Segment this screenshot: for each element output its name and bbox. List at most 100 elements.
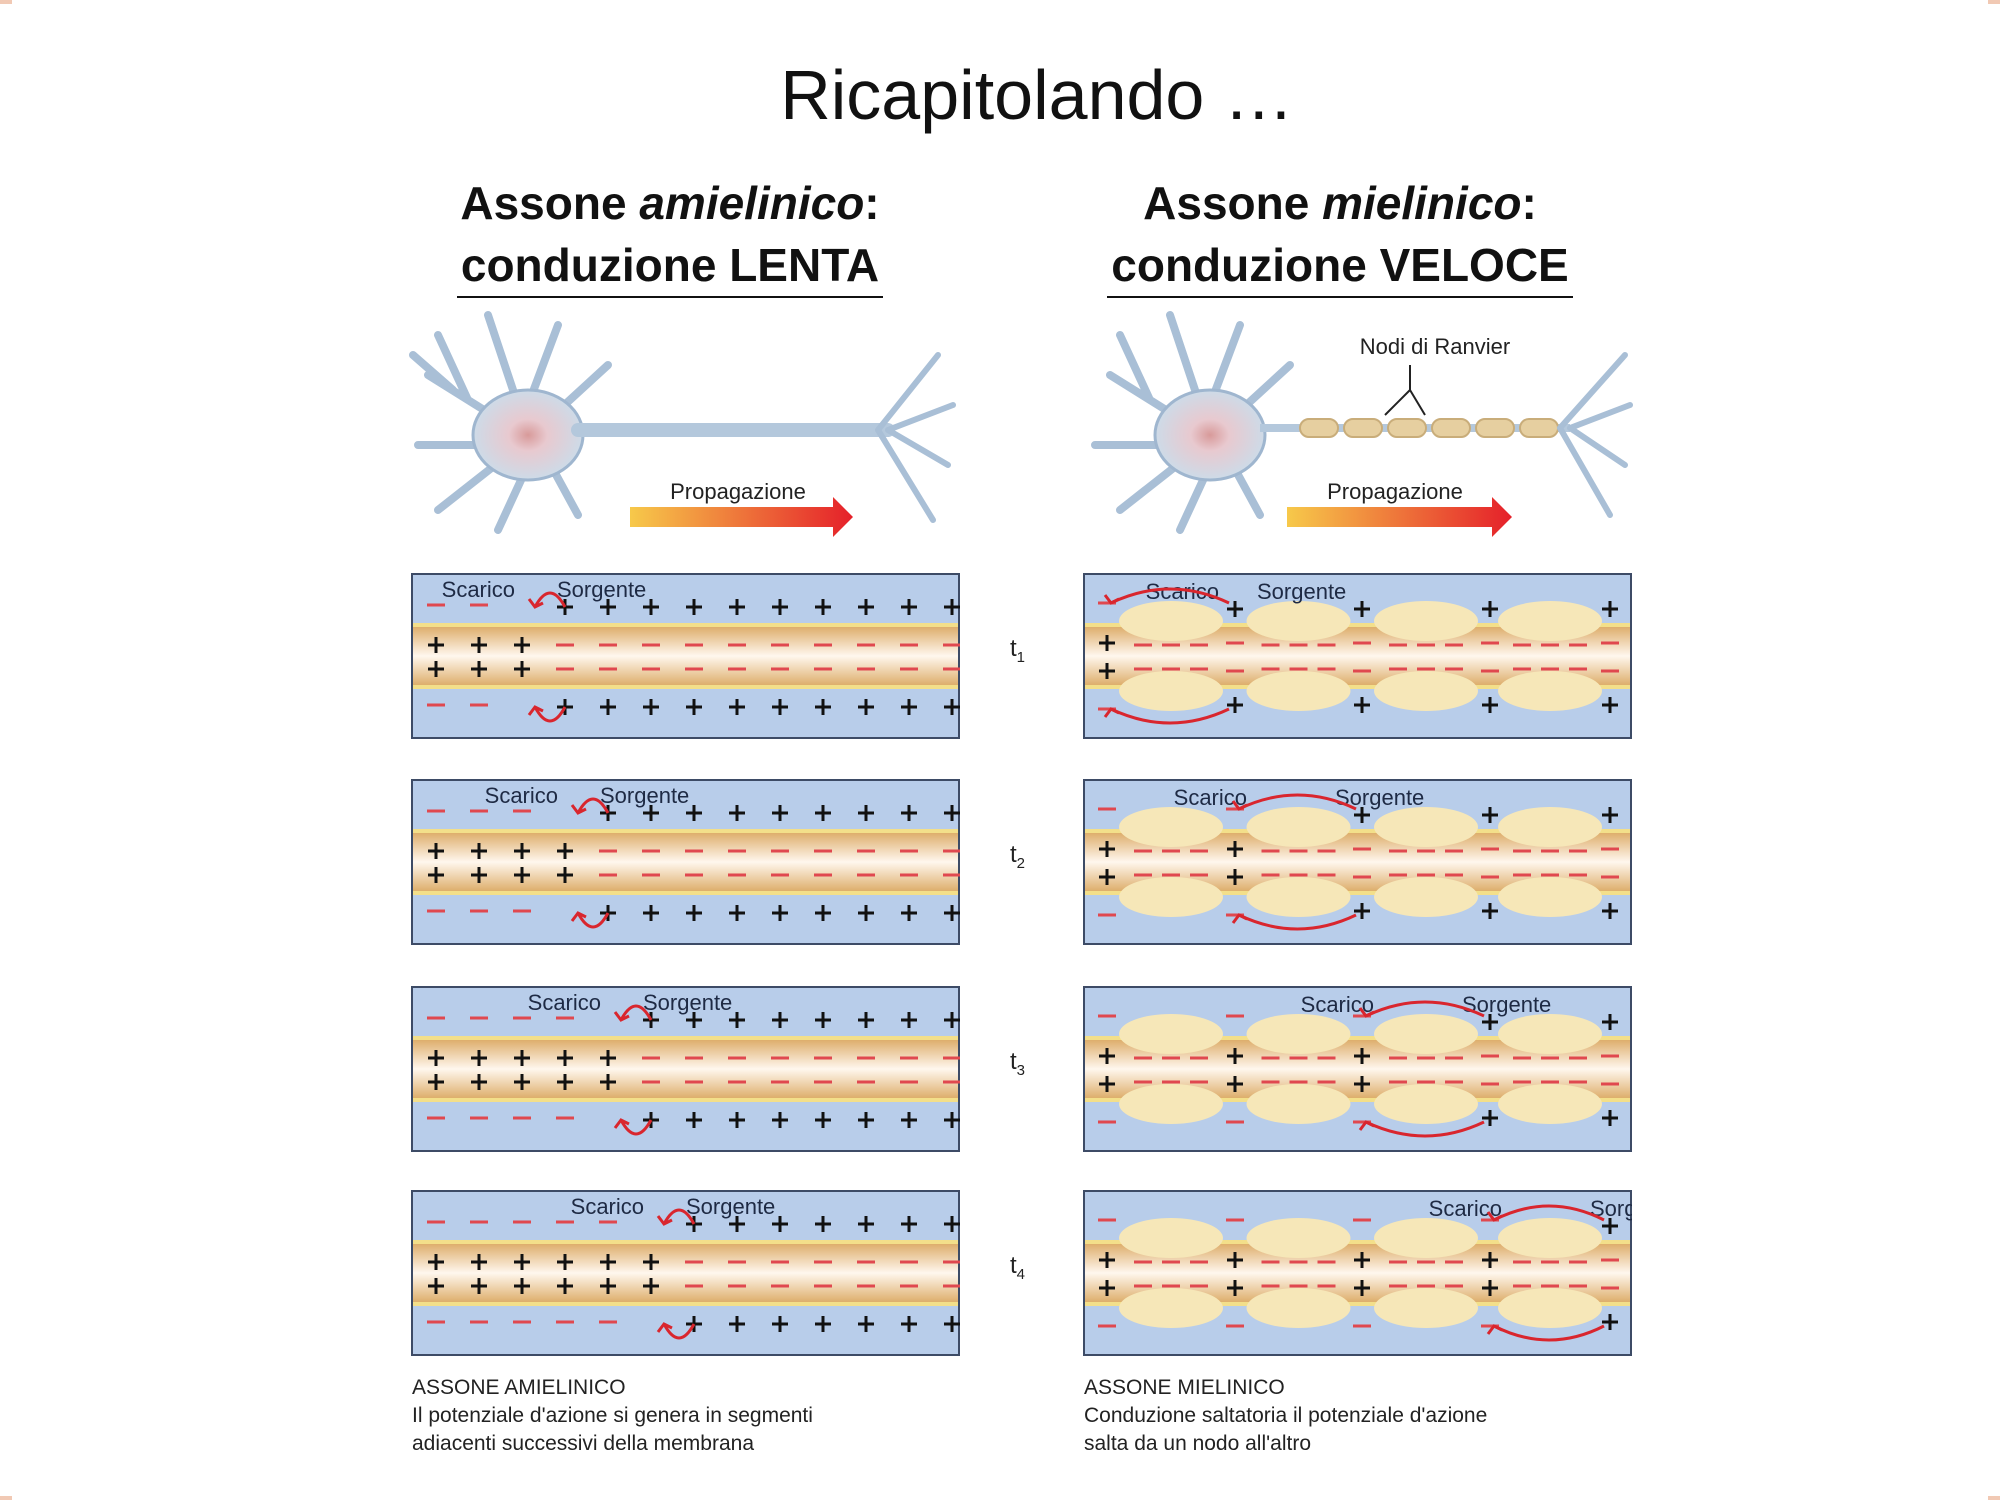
plus-sign <box>729 805 745 821</box>
plus-sign <box>772 1216 788 1232</box>
plus-sign <box>514 637 530 653</box>
slide-title: Ricapitolando … <box>780 56 1294 134</box>
plus-sign <box>858 1112 874 1128</box>
time-label-t: t <box>1010 635 1017 662</box>
plus-sign <box>815 1012 831 1028</box>
plus-sign <box>944 1012 960 1028</box>
current-arrow <box>533 706 567 723</box>
plus-sign <box>729 1316 745 1332</box>
plus-sign <box>901 1316 917 1332</box>
plus-sign <box>471 1050 487 1066</box>
myelin-segment <box>1119 807 1223 847</box>
left-caption: ASSONE AMIELINICO Il potenziale d'azione… <box>412 1374 813 1458</box>
source-label: Sorgente <box>600 783 689 808</box>
dendrites <box>409 311 612 534</box>
plus-sign <box>901 1112 917 1128</box>
propagation-arrow <box>1287 497 1512 537</box>
nodes-of-ranvier-label: Nodi di Ranvier <box>1360 334 1510 359</box>
plus-sign <box>600 599 616 615</box>
membrane-top <box>1085 1240 1630 1244</box>
plus-sign <box>514 867 530 883</box>
membrane-top <box>413 1240 958 1244</box>
plus-sign <box>1354 1280 1370 1296</box>
right-caption-line: salta da un nodo all'altro <box>1084 1432 1312 1455</box>
plus-sign <box>686 805 702 821</box>
myelin-segment <box>1374 877 1478 917</box>
plus-sign <box>428 661 444 677</box>
plus-sign <box>772 1316 788 1332</box>
plus-sign <box>858 599 874 615</box>
myelin-segment <box>1498 1218 1602 1258</box>
plus-sign <box>1227 1280 1243 1296</box>
plus-sign <box>600 1278 616 1294</box>
plus-sign <box>600 1074 616 1090</box>
plus-sign <box>557 1050 573 1066</box>
myelin-segment <box>1246 877 1351 917</box>
myelin-segment <box>1374 1014 1478 1054</box>
plus-sign <box>901 599 917 615</box>
plus-sign <box>772 1112 788 1128</box>
right-heading-colon: : <box>1521 177 1537 229</box>
arrow-head <box>570 804 587 815</box>
plus-sign <box>729 1216 745 1232</box>
plus-sign <box>815 699 831 715</box>
plus-sign <box>729 905 745 921</box>
plus-sign <box>1482 1110 1498 1126</box>
current-arrow <box>576 797 610 814</box>
plus-sign <box>1099 1252 1115 1268</box>
current-arrow <box>1110 707 1230 725</box>
plus-sign <box>944 1316 960 1332</box>
arrow-head <box>1358 1007 1375 1018</box>
time-label-index: 2 <box>1016 854 1026 872</box>
time-label: t1 <box>1010 635 1025 666</box>
plus-sign <box>1602 697 1618 713</box>
plus-sign <box>815 599 831 615</box>
myelin-segment <box>1119 1288 1223 1328</box>
plus-sign <box>1227 601 1243 617</box>
plus-sign <box>557 867 573 883</box>
plus-sign <box>428 1278 444 1294</box>
plus-sign <box>686 905 702 921</box>
plus-sign <box>686 1112 702 1128</box>
membrane-bottom <box>413 1098 958 1102</box>
plus-sign <box>944 1112 960 1128</box>
plus-sign <box>901 805 917 821</box>
current-arrow <box>1365 1120 1485 1138</box>
plus-sign <box>471 1074 487 1090</box>
plus-sign <box>1227 1252 1243 1268</box>
plus-sign <box>428 1050 444 1066</box>
axoplasm <box>413 829 958 895</box>
myelin-segment <box>1119 877 1223 917</box>
plus-sign <box>1602 1110 1618 1126</box>
membrane-bottom <box>1085 891 1630 895</box>
myelin-segment <box>1374 671 1478 711</box>
plus-sign <box>471 661 487 677</box>
plus-sign <box>686 699 702 715</box>
plus-sign <box>600 1050 616 1066</box>
axon-terminals <box>1557 352 1633 518</box>
slide-corner-mark <box>0 1496 12 1500</box>
plus-sign <box>1099 1280 1115 1296</box>
plus-sign <box>686 599 702 615</box>
myelin-segment <box>1374 1084 1478 1124</box>
source-label: Sorgente <box>643 990 732 1015</box>
plus-sign <box>729 599 745 615</box>
propagation-label: Propagazione <box>1327 479 1463 504</box>
myelin-segment <box>1374 1218 1478 1258</box>
plus-sign <box>557 843 573 859</box>
myelin-segment <box>1119 1014 1223 1054</box>
plus-sign <box>514 1050 530 1066</box>
left-heading-colon: : <box>864 177 880 229</box>
plus-sign <box>1099 663 1115 679</box>
plus-sign <box>471 1278 487 1294</box>
membrane-bottom <box>1085 1098 1630 1102</box>
plus-sign <box>471 867 487 883</box>
myelin-segment <box>1374 807 1478 847</box>
membrane-bottom <box>1085 1302 1630 1306</box>
plus-sign <box>1354 807 1370 823</box>
plus-sign <box>815 805 831 821</box>
sink-label: Scarico <box>442 577 515 602</box>
plus-sign <box>514 1254 530 1270</box>
